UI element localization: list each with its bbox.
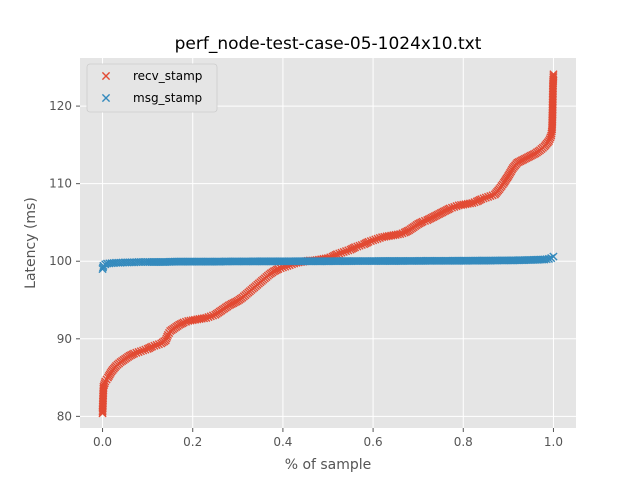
data-point <box>206 312 215 321</box>
x-tick-label: 0.2 <box>183 435 202 449</box>
data-point <box>544 254 554 263</box>
y-axis-label: Latency (ms) <box>23 197 39 289</box>
legend: recv_stamp msg_stamp <box>86 63 218 113</box>
series-layer <box>98 70 558 418</box>
data-point <box>549 72 558 81</box>
data-point <box>368 236 378 245</box>
data-point <box>468 198 477 208</box>
data-point <box>549 73 558 83</box>
x-tick-label: 0.4 <box>273 435 292 449</box>
series-recv-stamp <box>98 70 558 418</box>
data-point <box>152 340 161 350</box>
data-point <box>136 347 145 356</box>
data-point <box>276 264 285 273</box>
legend-marker-msg-stamp <box>101 93 111 103</box>
data-point <box>148 342 157 351</box>
data-point <box>355 241 364 250</box>
y-tick-label: 120 <box>49 99 72 113</box>
data-point <box>339 247 348 257</box>
data-point <box>373 234 382 243</box>
data-point <box>134 347 143 357</box>
x-axis-ticks: 0.0 0.2 0.4 0.6 0.8 1.0 <box>93 428 563 449</box>
data-point <box>335 249 344 258</box>
legend-marker-icon <box>101 71 111 81</box>
data-point <box>332 250 342 259</box>
legend-label-msg-stamp: msg_stamp <box>133 91 202 105</box>
data-point <box>445 204 454 213</box>
data-point <box>337 248 346 257</box>
data-point <box>202 313 211 322</box>
x-tick-label: 0.0 <box>93 435 112 449</box>
x-tick-label: 1.0 <box>544 435 563 449</box>
legend-box <box>86 63 218 113</box>
data-point <box>447 203 457 212</box>
data-point <box>364 237 373 246</box>
data-point <box>341 247 351 256</box>
data-point <box>150 341 159 350</box>
chart-title: perf_node-test-case-05-1024x10.txt <box>175 34 482 54</box>
data-point <box>371 235 380 244</box>
data-point <box>366 236 375 246</box>
y-tick-label: 100 <box>49 254 72 268</box>
legend-marker-recv-stamp <box>101 71 111 81</box>
data-point <box>179 318 188 327</box>
data-point <box>481 193 490 202</box>
y-tick-label: 90 <box>57 332 72 346</box>
legend-marker-icon <box>101 93 111 103</box>
y-tick-label: 80 <box>57 409 72 423</box>
x-tick-label: 0.8 <box>454 435 473 449</box>
data-point <box>549 252 558 261</box>
series-msg-stamp <box>98 252 558 274</box>
data-point <box>549 70 558 79</box>
y-axis-ticks: 80 90 100 110 120 <box>49 99 80 423</box>
data-point <box>418 217 427 226</box>
data-point <box>483 192 493 201</box>
data-point <box>396 229 405 239</box>
x-axis-label: % of sample <box>285 457 372 473</box>
data-point <box>477 195 486 204</box>
data-point <box>130 349 139 358</box>
x-tick-label: 0.6 <box>364 435 383 449</box>
data-point <box>486 191 495 201</box>
data-point <box>350 243 360 252</box>
data-point <box>353 242 362 251</box>
legend-label-recv-stamp: recv_stamp <box>133 69 202 83</box>
plot-area <box>80 58 576 428</box>
data-point <box>132 348 141 357</box>
y-tick-label: 110 <box>49 177 72 191</box>
data-point <box>274 264 283 274</box>
data-point <box>204 312 213 322</box>
data-point <box>479 194 488 203</box>
data-point <box>139 346 148 355</box>
data-point <box>450 202 459 212</box>
